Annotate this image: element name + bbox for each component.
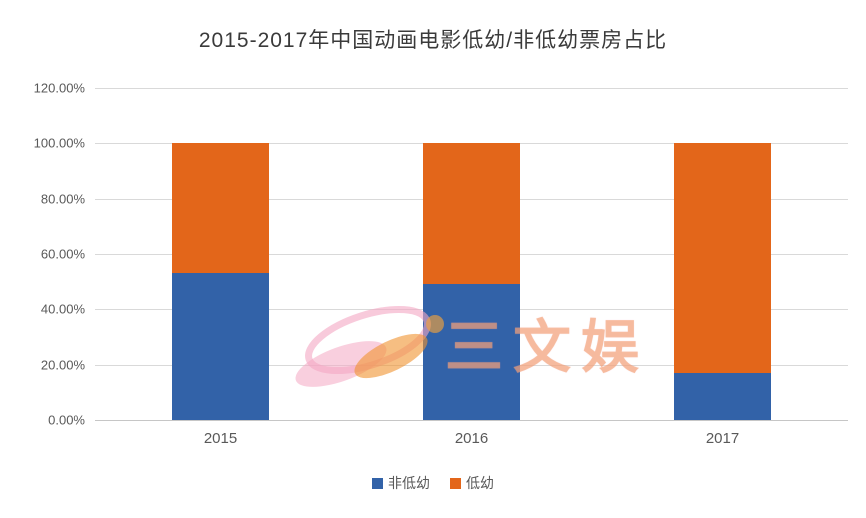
bar-segment-非低幼-2017 [674,372,771,420]
y-tick-label: 120.00% [33,80,85,96]
bar-segment-非低幼-2015 [172,273,269,420]
bar-slot-2016 [346,143,597,420]
gridline [95,88,848,89]
legend-swatch [450,477,461,489]
y-tick-label: 0.00% [48,412,85,428]
plot-area: 0.00% 20.00% 40.00% 60.00% 80.00% 100.00% 120.… [34,81,848,428]
bars-layer [95,143,848,420]
legend-label: 非低幼 [388,475,430,491]
bar-segment-低幼-2015 [172,143,269,274]
y-tick-label: 40.00% [40,301,85,317]
y-tick-label: 100.00% [33,135,85,151]
legend: 非低幼 低幼 [0,473,866,493]
x-axis-labels: 2015 2016 2017 [95,430,848,447]
bar-segment-低幼-2016 [423,143,520,285]
bar-slot-2015 [95,143,346,420]
chart-title: 2015-2017年中国动画电影低幼/非低幼票房占比 [198,29,668,52]
stacked-bar-2015 [172,143,269,420]
bar-segment-非低幼-2016 [423,284,520,420]
y-tick-label: 20.00% [40,357,85,373]
gridline [95,420,848,421]
bar-slot-2017 [597,143,848,420]
x-tick-label: 2017 [705,430,740,447]
y-tick-label: 80.00% [40,191,85,207]
legend-swatch [372,477,383,489]
stacked-bar-2016 [423,143,520,420]
legend-label: 低幼 [466,475,494,491]
legend-item-非低幼: 非低幼 [372,473,430,493]
bar-segment-低幼-2017 [674,143,771,373]
y-tick-label: 60.00% [40,246,85,262]
stacked-bar-2017 [674,143,771,420]
x-tick-label: 2016 [454,430,489,447]
x-tick-label: 2015 [203,430,238,447]
legend-item-低幼: 低幼 [450,473,494,493]
